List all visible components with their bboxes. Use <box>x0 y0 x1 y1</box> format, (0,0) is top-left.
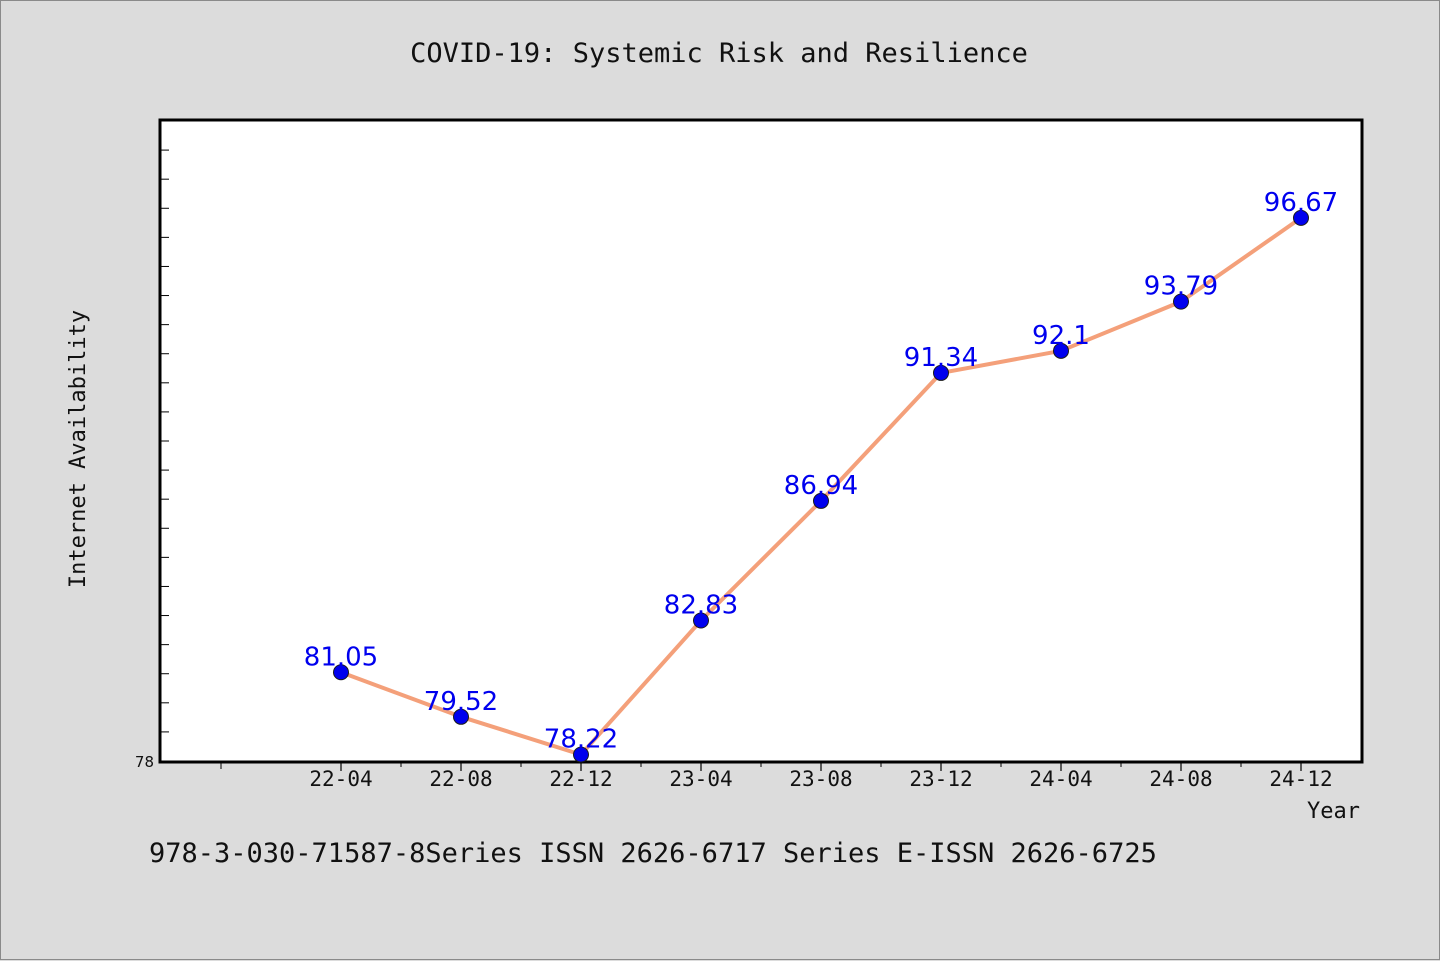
x-tick-label: 22-08 <box>429 767 492 791</box>
data-label: 92.1 <box>1032 321 1090 351</box>
x-axis-ticks: 22-04 22-08 22-12 23-04 23-08 23-12 24-04 24-08… <box>220 761 1333 791</box>
data-point <box>1173 293 1189 310</box>
data-label: 78.22 <box>544 725 618 755</box>
data-label: 93.79 <box>1144 272 1218 302</box>
x-tick-label: 22-04 <box>309 767 372 791</box>
data-point <box>693 612 709 629</box>
y-tick-label-min: 78 <box>135 753 154 771</box>
data-label: 86.94 <box>784 471 858 501</box>
data-point <box>933 364 949 381</box>
plot-area <box>158 118 1364 764</box>
chart-title: COVID-19: Systemic Risk and Resilience <box>410 38 1028 69</box>
data-point <box>1053 342 1069 359</box>
x-axis-title: Year <box>1307 799 1360 824</box>
data-point <box>1293 209 1309 226</box>
x-tick-label: 23-04 <box>669 767 732 791</box>
x-tick-label: 23-12 <box>909 767 972 791</box>
footer-isbn-issn: 978-3-030-71587-8Series ISSN 2626-6717 S… <box>149 838 1157 869</box>
data-label: 96.67 <box>1264 188 1338 218</box>
y-axis-ticks <box>161 149 169 733</box>
series-layer: 81.05 79.52 78.22 82.83 86.94 91.34 92.1 93.79 9… <box>304 188 1338 763</box>
x-tick-label: 23-08 <box>789 767 852 791</box>
x-tick-label: 24-04 <box>1029 767 1092 791</box>
data-label: 82.83 <box>664 590 738 620</box>
data-label: 79.52 <box>424 687 498 717</box>
data-point <box>573 746 589 763</box>
data-point <box>333 664 349 681</box>
data-label: 81.05 <box>304 642 378 672</box>
x-tick-label: 24-12 <box>1269 767 1332 791</box>
data-label: 91.34 <box>904 343 978 373</box>
y-axis-title: Internet Availability <box>66 310 91 588</box>
x-tick-label: 22-12 <box>549 767 612 791</box>
x-tick-label: 24-08 <box>1149 767 1212 791</box>
data-point <box>813 492 829 509</box>
data-point <box>453 708 469 725</box>
